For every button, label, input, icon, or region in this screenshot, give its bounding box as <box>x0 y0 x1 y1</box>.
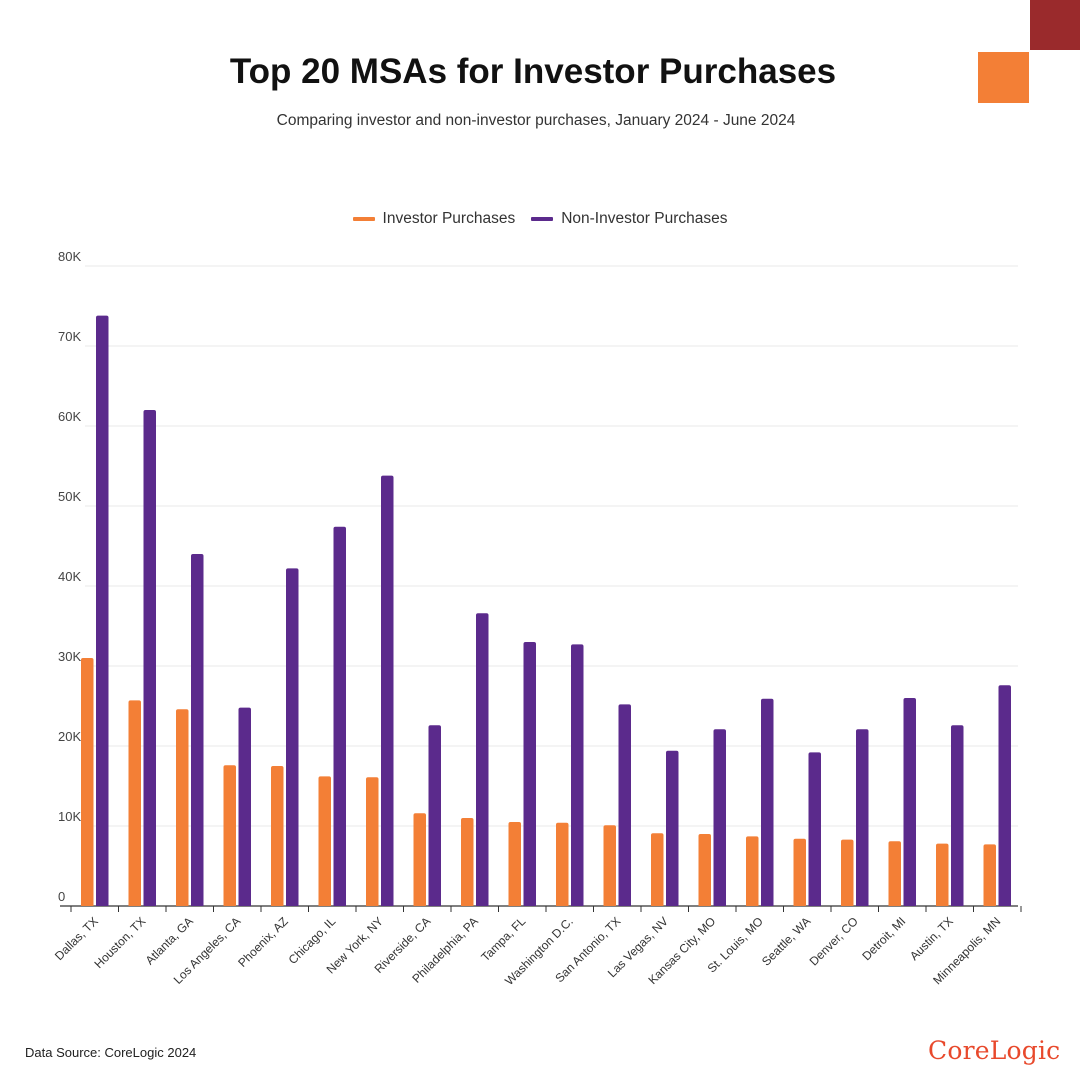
legend-swatch-non-investor <box>531 217 554 221</box>
bar-non-investor <box>808 752 821 906</box>
x-tick-label: Dallas, TX <box>52 914 101 963</box>
bar-investor <box>318 776 331 906</box>
bar-investor <box>508 822 521 906</box>
bar-non-investor <box>998 685 1011 906</box>
x-tick-label: Seattle, WA <box>759 914 813 968</box>
legend-item-investor: Investor Purchases <box>352 210 516 228</box>
bar-non-investor <box>523 642 536 906</box>
bar-non-investor <box>856 729 869 906</box>
legend: Investor Purchases Non-Investor Purchase… <box>0 210 1080 228</box>
bar-investor <box>556 822 569 906</box>
bar-non-investor <box>381 475 394 906</box>
y-tick-label: 80K <box>58 249 81 264</box>
x-tick-label: Denver, CO <box>807 914 861 968</box>
y-tick-label: 50K <box>58 489 81 504</box>
y-tick-label: 10K <box>58 809 81 824</box>
bar-investor <box>223 765 236 906</box>
bar-non-investor <box>428 725 441 906</box>
chart-title: Top 20 MSAs for Investor Purchases <box>229 52 837 91</box>
bar-investor <box>793 838 806 906</box>
bar-investor <box>983 844 996 906</box>
bar-non-investor <box>618 704 631 906</box>
x-tick-label: Tampa, FL <box>478 914 528 964</box>
x-tick-label: Austin, TX <box>907 914 956 963</box>
bar-investor <box>936 843 949 906</box>
bar-non-investor <box>286 568 299 906</box>
y-tick-label: 0 <box>58 889 65 904</box>
legend-label-investor: Investor Purchases <box>382 210 516 227</box>
bar-investor <box>698 834 711 906</box>
bar-investor <box>413 813 426 906</box>
y-tick-label: 60K <box>58 409 81 424</box>
chart-subtitle: Comparing investor and non-investor purc… <box>276 112 796 129</box>
data-source: Data Source: CoreLogic 2024 <box>25 1045 197 1060</box>
bar-investor <box>461 818 474 906</box>
bar-non-investor <box>713 729 726 906</box>
brand-logo: CoreLogic <box>928 1036 1061 1065</box>
bar-non-investor <box>666 750 679 906</box>
x-tick-label: Houston, TX <box>91 914 148 971</box>
x-tick-label: Phoenix, AZ <box>235 914 291 970</box>
bar-non-investor <box>238 707 251 906</box>
y-tick-label: 30K <box>58 649 81 664</box>
bar-investor <box>651 833 664 906</box>
bar-non-investor <box>951 725 964 906</box>
corner-decoration-dark <box>1030 0 1080 50</box>
legend-item-non-investor: Non-Investor Purchases <box>531 210 727 228</box>
bar-non-investor <box>903 698 916 906</box>
bar-investor <box>271 766 284 906</box>
bar-non-investor <box>143 410 156 906</box>
bar-non-investor <box>761 698 774 906</box>
bar-non-investor <box>476 613 489 906</box>
bar-investor <box>128 700 141 906</box>
bar-investor <box>841 839 854 906</box>
bar-non-investor <box>96 315 109 907</box>
bar-non-investor <box>191 554 204 906</box>
bar-investor <box>176 709 189 906</box>
bar-investor <box>366 777 379 906</box>
legend-label-non-investor: Non-Investor Purchases <box>561 210 728 227</box>
bar-investor <box>81 658 94 906</box>
y-tick-label: 70K <box>58 329 81 344</box>
legend-swatch-investor <box>352 217 375 221</box>
bar-investor <box>888 841 901 906</box>
y-tick-label: 40K <box>58 569 81 584</box>
bar-investor <box>603 825 616 906</box>
corner-decoration-orange <box>978 52 1029 103</box>
bar-non-investor <box>333 526 346 906</box>
x-tick-label: Detroit, MI <box>859 914 908 963</box>
y-tick-label: 20K <box>58 729 81 744</box>
bar-non-investor <box>571 644 584 906</box>
bar-investor <box>746 836 759 906</box>
